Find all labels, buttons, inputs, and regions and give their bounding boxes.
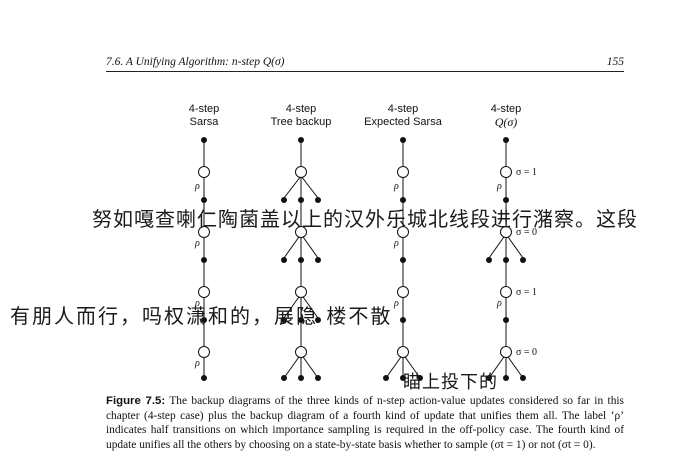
rho-label: ρ <box>393 238 399 249</box>
action-node <box>298 375 304 381</box>
state-node <box>198 286 210 298</box>
handwriting-line-1: 努如嘎查喇仁陶菌盖以上的汉外乐城北线段进行潴察。这段 <box>92 207 638 231</box>
action-node <box>383 375 389 381</box>
caption-text: The backup diagrams of the three kinds o… <box>106 395 624 451</box>
rho-label: ρ <box>496 181 502 192</box>
handwriting-line-2: 有朋人而行，吗权潇和的，展隐 楼不散 <box>10 304 393 328</box>
action-node <box>520 257 526 263</box>
figure-caption: Figure 7.5: The backup diagrams of the t… <box>106 394 624 452</box>
handwriting-line-3: 瞄上投下的 <box>403 372 498 393</box>
state-node <box>295 346 307 358</box>
state-node <box>295 166 307 178</box>
action-node <box>201 375 207 381</box>
rho-label: ρ <box>496 298 502 309</box>
state-node <box>500 286 512 298</box>
state-node <box>500 226 512 238</box>
state-node <box>198 226 210 238</box>
action-node <box>201 197 207 203</box>
state-node <box>295 226 307 238</box>
state-node <box>198 346 210 358</box>
state-node <box>397 286 409 298</box>
action-node <box>201 137 207 143</box>
rho-label: ρ <box>393 181 399 192</box>
rho-label: ρ <box>194 238 200 249</box>
state-node <box>397 166 409 178</box>
state-node <box>397 226 409 238</box>
sigma-label: σ = 1 <box>516 167 537 178</box>
sigma-label: σ = 0 <box>516 227 537 238</box>
action-node <box>400 317 406 323</box>
action-node <box>281 197 287 203</box>
state-node <box>500 346 512 358</box>
action-node <box>400 137 406 143</box>
action-node <box>281 317 287 323</box>
action-node <box>315 375 321 381</box>
sigma-label: σ = 1 <box>516 287 537 298</box>
action-node <box>201 257 207 263</box>
action-node <box>201 317 207 323</box>
page-header: 7.6. A Unifying Algorithm: n-step Q(σ) 1… <box>106 56 624 72</box>
rho-label: ρ <box>393 298 399 309</box>
action-node <box>503 257 509 263</box>
action-node <box>503 375 509 381</box>
state-node <box>500 166 512 178</box>
header-rule <box>106 71 624 72</box>
action-node <box>400 375 406 381</box>
action-node <box>298 197 304 203</box>
action-node <box>486 257 492 263</box>
column-label-expected-sarsa: 4-step Expected Sarsa <box>364 103 442 128</box>
action-node <box>486 375 492 381</box>
sigma-label: σ = 0 <box>516 347 537 358</box>
column-label-q-sigma: 4-step Q(σ) <box>490 103 522 129</box>
rho-label: ρ <box>194 298 200 309</box>
state-node <box>198 166 210 178</box>
action-node <box>315 197 321 203</box>
action-node <box>520 375 526 381</box>
action-node <box>298 137 304 143</box>
rho-label: ρ <box>194 181 200 192</box>
section-title: 7.6. A Unifying Algorithm: n-step Q(σ) <box>106 56 285 68</box>
action-node <box>503 317 509 323</box>
state-node <box>295 286 307 298</box>
action-node <box>417 375 423 381</box>
figure-label: Figure 7.5: <box>106 395 166 407</box>
action-node <box>315 317 321 323</box>
action-node <box>315 257 321 263</box>
action-node <box>298 257 304 263</box>
action-node <box>400 257 406 263</box>
action-node <box>281 257 287 263</box>
action-node <box>298 317 304 323</box>
action-node <box>503 137 509 143</box>
column-label-sarsa: 4-step Sarsa <box>188 103 220 128</box>
page-number: 155 <box>606 56 624 68</box>
rho-label: ρ <box>194 358 200 369</box>
action-node <box>400 197 406 203</box>
state-node <box>397 346 409 358</box>
action-node <box>503 197 509 203</box>
action-node <box>281 375 287 381</box>
column-label-tree-backup: 4-step Tree backup <box>270 103 332 128</box>
